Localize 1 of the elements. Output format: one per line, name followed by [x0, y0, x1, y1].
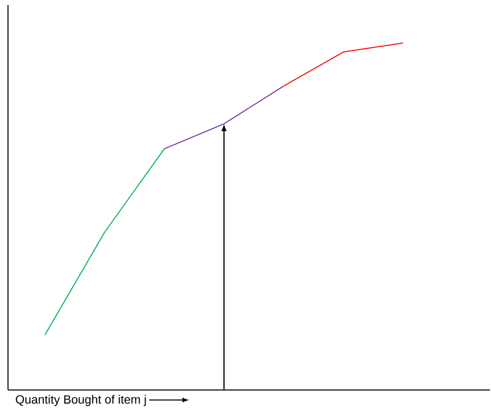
x-axis-title: Quantity Bought of item j — [16, 394, 146, 406]
